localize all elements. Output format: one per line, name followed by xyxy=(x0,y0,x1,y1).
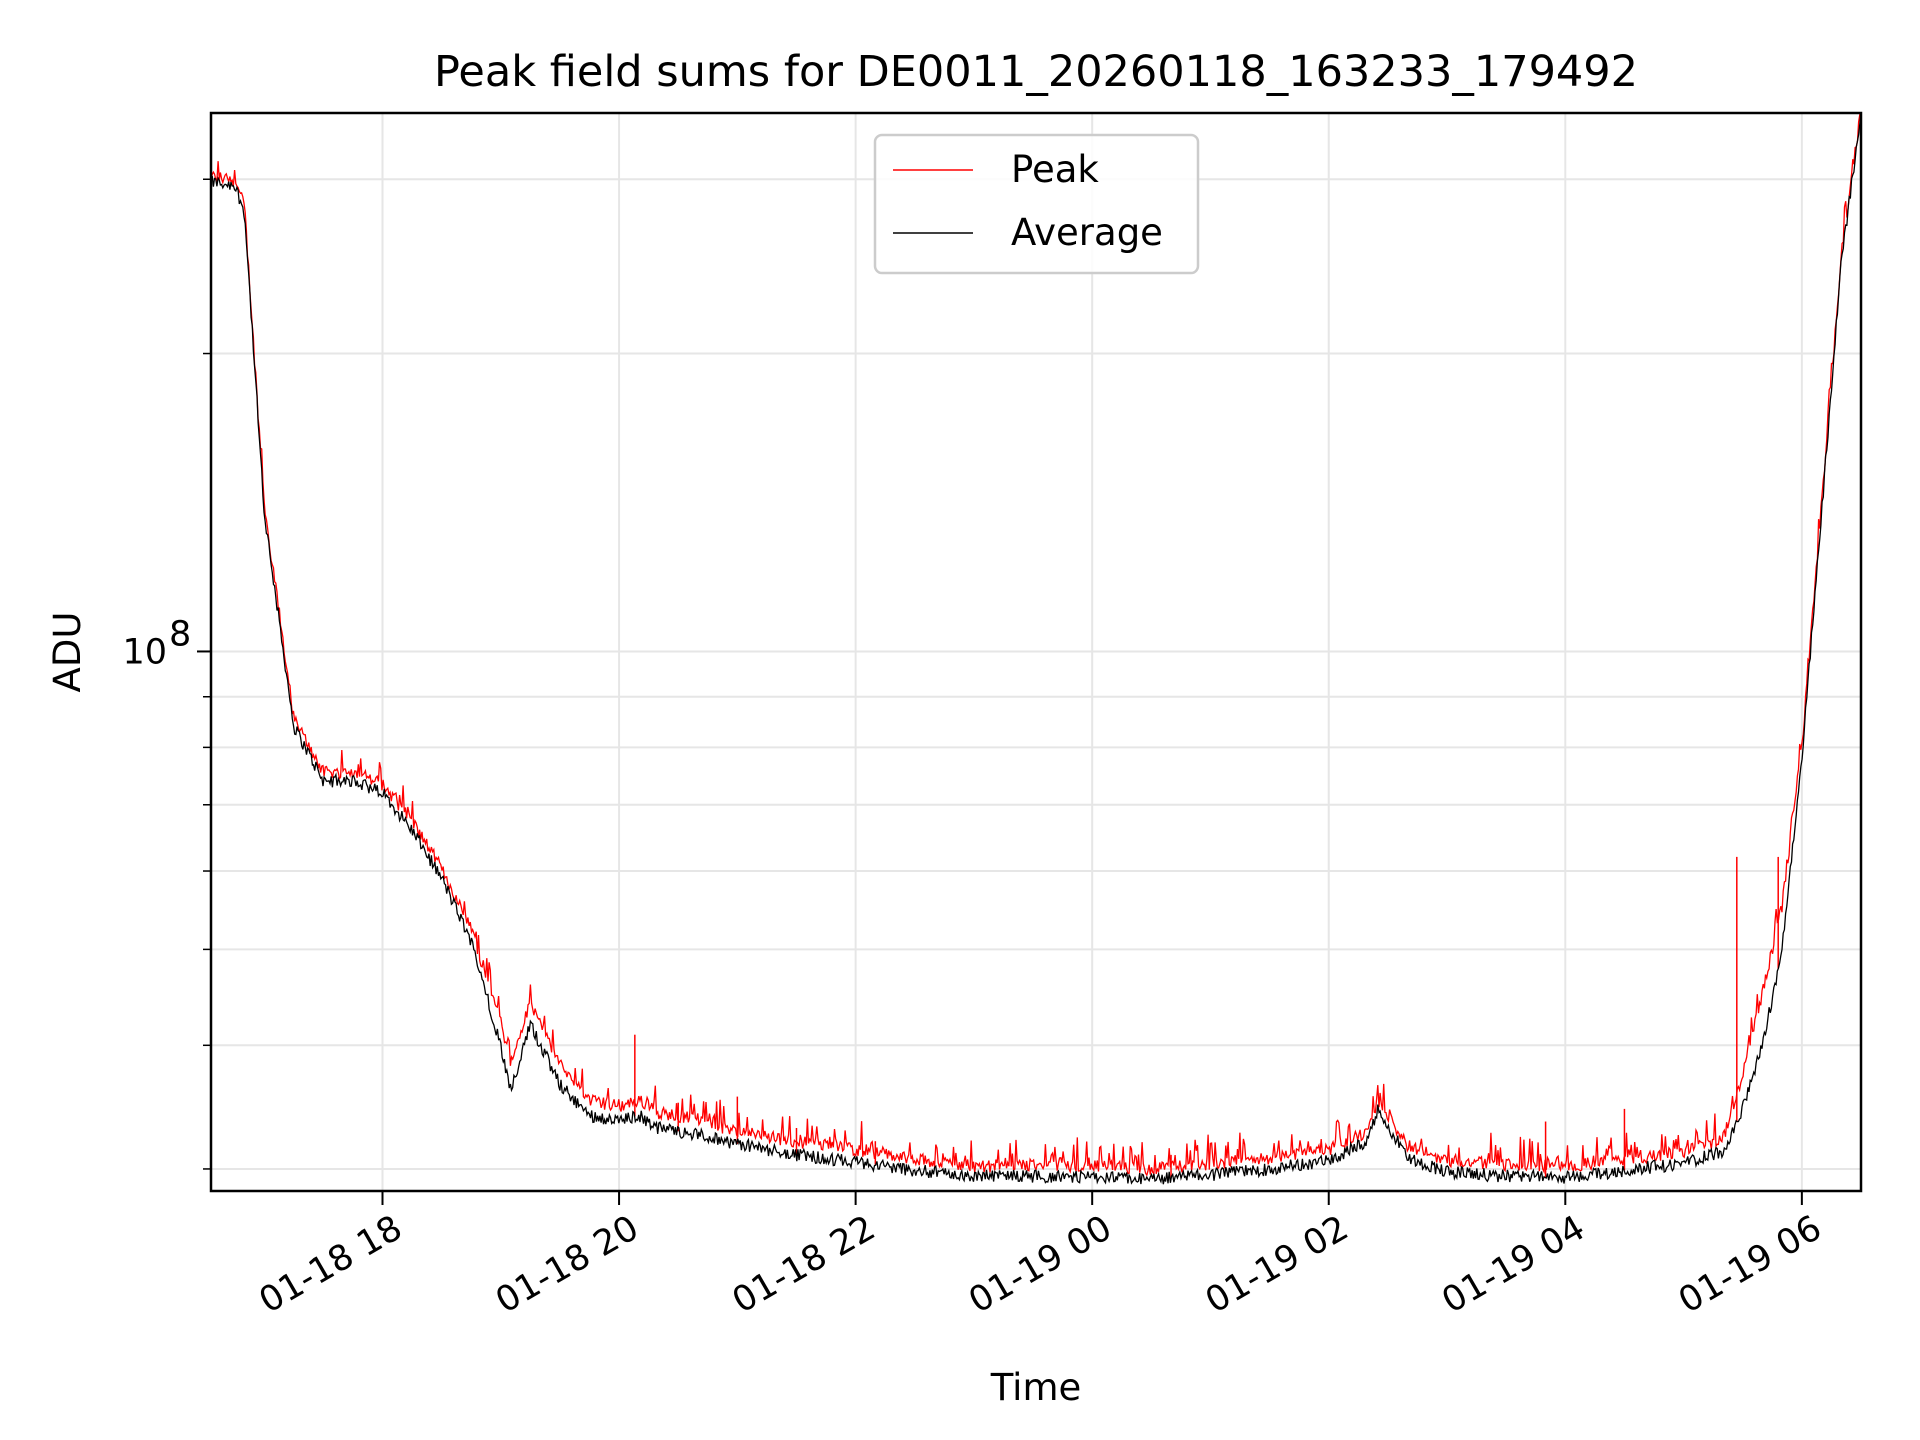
legend-label-peak: Peak xyxy=(1011,148,1099,191)
grid xyxy=(211,113,1861,1191)
chart-title: Peak field sums for DE0011_20260118_1632… xyxy=(434,47,1638,97)
series-line-average xyxy=(211,113,1861,1185)
x-axis-label: Time xyxy=(990,1366,1082,1409)
plot-frame xyxy=(209,111,1863,1193)
legend: Peak Average xyxy=(873,133,1200,275)
series-line-peak xyxy=(211,113,1861,1177)
y-axis: 10 8 xyxy=(122,178,211,1170)
plot-area xyxy=(211,113,1861,1185)
y-tick-exponent: 8 xyxy=(169,614,191,654)
legend-label-average: Average xyxy=(1011,211,1163,254)
y-axis-label: ADU xyxy=(46,612,89,693)
y-tick-label: 10 xyxy=(122,632,167,672)
series-group xyxy=(211,113,1861,1185)
